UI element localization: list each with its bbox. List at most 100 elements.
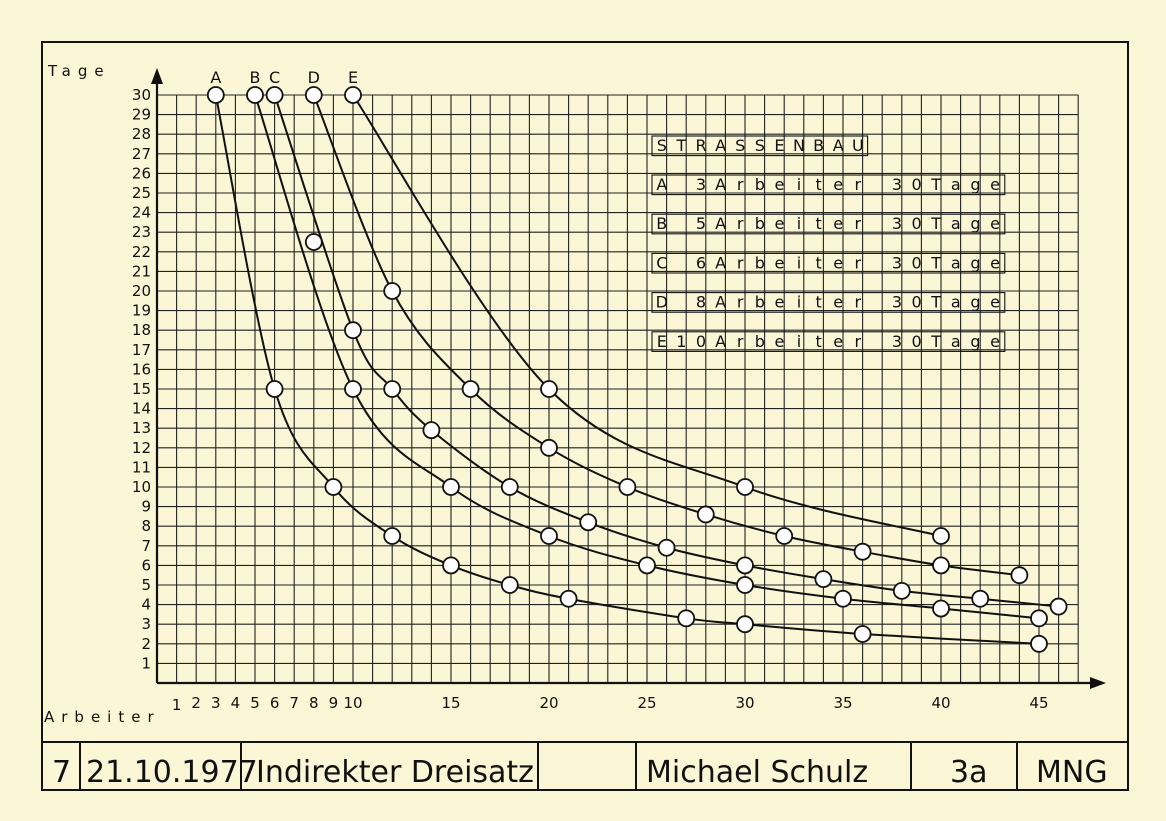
data-point-A — [206, 86, 225, 104]
legend-row-E-char: 3 — [892, 332, 902, 351]
data-point-B — [442, 478, 460, 496]
legend-row-A-char: i — [797, 175, 801, 194]
y-tick-label: 24 — [132, 204, 151, 222]
data-point-B — [736, 576, 754, 594]
legend-title-char: T — [676, 136, 687, 155]
legend-row-box-C — [651, 252, 1006, 274]
legend-row-E-char: r — [855, 332, 862, 351]
legend-row-D-char: r — [737, 293, 744, 312]
data-point-A — [1030, 634, 1048, 653]
x-tick-label: 35 — [833, 694, 852, 712]
legend-row-C-char: 6 — [696, 253, 706, 272]
legend-row-D-char: D — [656, 293, 668, 312]
y-tick-label: 7 — [141, 537, 151, 555]
legend-title-char: N — [793, 136, 805, 155]
data-point-D — [304, 86, 323, 104]
legend-title-char: B — [813, 136, 824, 155]
footer-row: 7 21.10.1977 Indirekter Dreisatz Michael… — [52, 742, 1108, 790]
y-tick-label: 26 — [132, 164, 151, 182]
x-tick-label: 20 — [539, 694, 558, 712]
x-tick-label: 4 — [231, 694, 241, 712]
x-tick-label: 9 — [329, 694, 339, 712]
legend-row-B-char: e — [990, 214, 1000, 233]
legend-row-C-char: i — [797, 253, 801, 272]
data-point-D — [696, 505, 715, 524]
legend-title-char: A — [833, 136, 844, 155]
x-tick-label: 45 — [1029, 694, 1048, 712]
legend-row-E-char: e — [833, 332, 843, 351]
legend-row-B-char: a — [951, 214, 961, 233]
legend-row-C-char: C — [656, 253, 667, 272]
legend-row-C-char: 3 — [892, 253, 902, 272]
legend-row-C-char: b — [755, 253, 765, 272]
data-point-D — [853, 542, 872, 561]
legend-row-D-char: A — [715, 293, 726, 312]
y-tick-label: 22 — [132, 243, 151, 261]
legend-row-A-char: r — [855, 175, 862, 194]
legend-row-B-char: e — [833, 214, 843, 233]
y-tick-label: 30 — [132, 86, 151, 104]
legend-row-E-char: e — [990, 332, 1000, 351]
legend-row-A-char: e — [774, 175, 784, 194]
footer-date: 21.10.1977 — [86, 755, 258, 790]
y-tick-label: 21 — [132, 262, 151, 280]
x-tick-label: 25 — [637, 694, 656, 712]
legend-title-box — [651, 135, 869, 157]
data-point-C — [736, 556, 754, 575]
y-tick-label: 10 — [132, 478, 151, 496]
legend-row-E-char: i — [797, 332, 801, 351]
y-tick-label: 18 — [132, 321, 151, 339]
y-tick-label: 8 — [141, 517, 151, 535]
y-tick-label: 23 — [132, 223, 151, 241]
data-point-B — [932, 599, 950, 618]
legend-row-box-E — [651, 331, 1006, 352]
legend-row-E-char: 1 — [676, 332, 686, 351]
legend-row-E-char: r — [737, 332, 744, 351]
data-point-extra — [304, 233, 323, 251]
legend-row-C-char: T — [930, 253, 941, 272]
data-point-C — [892, 581, 911, 600]
legend-row-D-char: 3 — [892, 293, 902, 312]
legend-row-D-char: e — [833, 293, 843, 312]
y-tick-label: 5 — [141, 576, 151, 594]
legend-row-box-D — [651, 292, 1006, 313]
y-tick-label: 14 — [132, 400, 151, 418]
data-point-D — [932, 556, 950, 575]
data-point-C — [1049, 597, 1068, 616]
legend-row-B-char: 3 — [892, 214, 902, 233]
legend-row-C-char: e — [833, 253, 843, 272]
legend-row-C-char: r — [855, 253, 862, 272]
y-tick-label: 28 — [132, 125, 151, 143]
legend-row-B-char: 0 — [912, 214, 922, 233]
series-line-B — [254, 94, 1040, 620]
data-point-A — [383, 527, 402, 545]
data-point-A — [559, 589, 578, 608]
legend-row-E-char: A — [715, 332, 726, 351]
legend-row-box-A — [651, 174, 1006, 196]
legend-row-D-char: b — [755, 293, 765, 312]
legend-row-A-char: r — [737, 175, 744, 194]
x-tick-label: 5 — [250, 694, 260, 712]
legend-row-B-char: A — [715, 214, 726, 233]
series-line-E — [352, 94, 942, 537]
legend-row-E-char: a — [951, 332, 961, 351]
y-tick-label: 4 — [141, 596, 151, 614]
legend-row-C-char: a — [951, 253, 961, 272]
y-tick-label: 13 — [132, 419, 151, 437]
legend-row-D-char: r — [855, 293, 862, 312]
legend-row-E-char: 0 — [696, 332, 706, 351]
legend-row-B-char: 5 — [696, 214, 706, 233]
x-tick-label: 30 — [735, 694, 754, 712]
data-point-B — [638, 556, 656, 575]
data-point-C — [344, 321, 362, 340]
legend-row-B-char: e — [774, 214, 784, 233]
x-tick-label: 8 — [309, 694, 319, 712]
y-tick-label: 20 — [132, 282, 151, 300]
x-tick-label: 6 — [270, 694, 280, 712]
data-point-B — [246, 86, 264, 104]
y-tick-label: 6 — [141, 556, 151, 574]
legend-row-A-char: t — [815, 175, 821, 194]
legend-row-D-char: t — [815, 293, 821, 312]
data-point-C — [265, 86, 284, 104]
